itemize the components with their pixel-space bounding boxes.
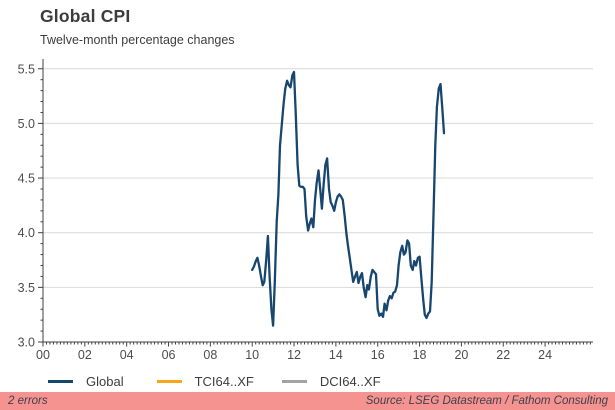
y-axis-tick-label: 4.5 — [18, 172, 35, 186]
x-axis-tick-label: 10 — [245, 348, 259, 362]
legend-item-global: Global — [48, 374, 124, 389]
legend-label-dci64: DCI64..XF — [319, 374, 381, 389]
x-axis-tick-label: 12 — [287, 348, 301, 362]
y-axis-tick-label: 5.0 — [18, 117, 35, 131]
x-axis-tick-label: 08 — [203, 348, 217, 362]
source-attribution-text: Source: LSEG Datastream / Fathom Consult… — [365, 395, 608, 407]
legend-label-tci64: TCI64..XF — [194, 374, 254, 389]
legend-swatch-dci64 — [281, 380, 307, 383]
legend-item-dci64: DCI64..XF — [281, 374, 381, 389]
footer-bar: 2 errors Source: LSEG Datastream / Fatho… — [0, 392, 615, 410]
x-axis-tick-label: 20 — [454, 348, 468, 362]
y-axis-tick-label: 4.0 — [18, 226, 35, 240]
x-axis-tick-label: 16 — [371, 348, 385, 362]
series-line-global — [251, 70, 446, 327]
y-axis-tick-label: 5.5 — [18, 62, 35, 76]
legend: Global TCI64..XF DCI64..XF — [0, 371, 615, 392]
legend-label-global: Global — [86, 374, 124, 389]
chart-subtitle: Twelve-month percentage changes — [40, 33, 235, 47]
legend-item-tci64: TCI64..XF — [156, 374, 254, 389]
plot-svg: 3.0 3.5 4.0 4.5 5.0 5.5 00 02 04 06 08 10 12 14 16 18 20… — [18, 59, 593, 362]
x-axis-tick-label: 02 — [78, 348, 92, 362]
x-axis-tick-label: 00 — [36, 348, 50, 362]
x-axis-tick-label: 06 — [162, 348, 176, 362]
x-axis-tick-label: 24 — [538, 348, 552, 362]
x-axis-tick-label: 04 — [120, 348, 134, 362]
x-axis-tick-label: 22 — [496, 348, 510, 362]
chart-title: Global CPI — [40, 6, 131, 26]
legend-swatch-global — [48, 380, 73, 383]
y-axis-tick-label: 3.0 — [18, 336, 35, 350]
chart-header: Global CPI Twelve-month percentage chang… — [40, 6, 235, 47]
legend-swatch-tci64 — [156, 380, 182, 383]
error-count-text: 2 errors — [8, 395, 48, 407]
y-axis-tick-label: 3.5 — [18, 281, 35, 295]
x-axis-tick-label: 14 — [329, 348, 343, 362]
x-axis-tick-label: 18 — [413, 348, 427, 362]
